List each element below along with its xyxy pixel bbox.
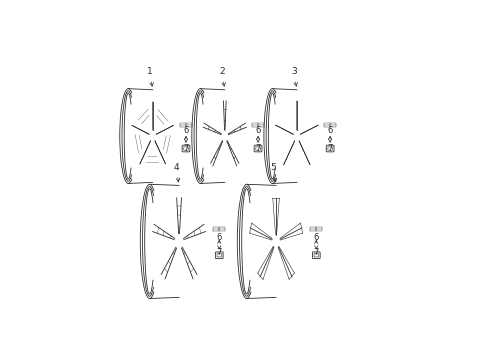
Text: 7: 7 <box>327 136 333 153</box>
Text: 6: 6 <box>327 126 333 142</box>
Text: 7: 7 <box>255 136 261 153</box>
Text: 7: 7 <box>183 136 189 153</box>
Text: 6: 6 <box>255 126 261 142</box>
Text: 5: 5 <box>270 163 277 182</box>
Text: 6: 6 <box>183 126 189 142</box>
Text: 1: 1 <box>147 67 153 86</box>
Text: 7: 7 <box>217 240 222 257</box>
Text: 7: 7 <box>314 240 319 257</box>
Text: 6: 6 <box>314 233 319 249</box>
Text: 3: 3 <box>291 67 297 86</box>
Text: 6: 6 <box>217 233 222 249</box>
Text: 2: 2 <box>219 67 225 86</box>
Text: 4: 4 <box>173 163 180 182</box>
